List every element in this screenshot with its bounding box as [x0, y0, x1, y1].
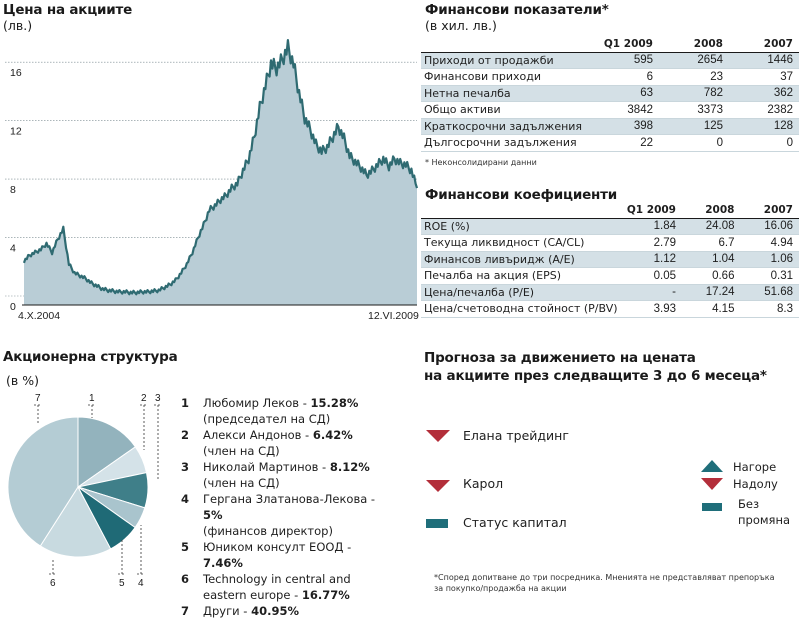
table-row: Цена/счетоводна стойност (P/BV) 3.93 4.1…	[421, 300, 799, 318]
y-tick-label: 4	[10, 243, 16, 255]
no-change-icon	[702, 503, 722, 511]
pie-label-6: 6	[50, 578, 56, 589]
down-arrow-icon	[426, 430, 450, 442]
pie-slice-6	[39, 486, 112, 558]
y-tick-label: 8	[10, 184, 16, 196]
table-row: Дългосрочни задължения 22 0 0	[421, 134, 799, 152]
no-change-icon	[426, 519, 448, 528]
fin-col-2008: 2008	[659, 37, 729, 53]
table-row: Печалба на акция (EPS) 0.05 0.66 0.31	[421, 267, 799, 285]
table-row: Текуща ликвидност (CA/CL) 2.79 6.7 4.94	[421, 234, 799, 252]
list-item: 3 Николай Мартинов - 8.12% (член на СД)	[181, 460, 370, 490]
table-row: Нетна печалба 63 782 362	[421, 85, 799, 102]
broker-status: Статус капитал	[463, 515, 567, 530]
list-item: 2 Алекси Андонов - 6.42% (член на СД)	[181, 428, 353, 458]
price-line	[22, 39, 419, 296]
table-row: Финансови приходи 6 23 37	[421, 68, 799, 86]
x-end-label: 12.VI.2009	[368, 310, 419, 322]
shareholders-title: Акционерна структура	[3, 349, 178, 365]
list-item: 7 Други - 40.95%	[181, 604, 299, 618]
ratios-table: Q1 2009 2008 2007 ROE (%) 1.84 24.08 16.…	[421, 203, 799, 318]
ratios-title: Финансови коефициенти	[425, 187, 618, 203]
fin-col-q1: Q1 2009	[589, 37, 659, 53]
up-arrow-icon	[701, 460, 723, 472]
pie-slice-1	[77, 416, 137, 488]
table-row: Краткосрочни задължения 398 125 128	[421, 118, 799, 135]
price-area	[24, 40, 417, 305]
list-item: 1 Любомир Леков - 15.28% (председател на…	[181, 396, 359, 426]
pie-leader-2	[140, 404, 148, 450]
x-start-label: 4.X.2004	[18, 310, 61, 322]
ratio-col-2007: 2007	[740, 203, 799, 219]
table-row: ROE (%) 1.84 24.08 16.06	[421, 218, 799, 235]
pie-leader-6	[49, 558, 57, 575]
legend-down: Надолу	[733, 477, 778, 491]
pie-label-4: 4	[138, 578, 144, 589]
price-chart-unit: (лв.)	[3, 18, 33, 33]
forecast-footnote-line2: за покупко/продажба на акции	[434, 584, 567, 593]
shareholders-unit: (в %)	[6, 373, 39, 388]
y-tick-label: 12	[10, 126, 22, 138]
financials-unit: (в хил. лв.)	[425, 18, 497, 33]
table-row: Финансов ливъридж (A/E) 1.12 1.04 1.06	[421, 251, 799, 268]
price-chart-title: Цена на акциите	[3, 2, 133, 18]
pie-label-3: 3	[155, 393, 161, 404]
ratio-col-q1: Q1 2009	[623, 203, 682, 219]
shareholder-list: 1 Любомир Леков - 15.28% (председател на…	[181, 395, 381, 619]
legend-up: Нагоре	[733, 460, 777, 474]
y-tick-label: 0	[10, 301, 16, 313]
list-item: 5 Юником консулт ЕООД - 7.46%	[181, 540, 352, 570]
pie-leader-1	[88, 404, 96, 418]
down-arrow-icon	[701, 478, 723, 490]
table-row: Приходи от продажби 595 2654 1446	[421, 52, 799, 69]
financials-title: Финансови показатели*	[425, 2, 609, 18]
forecast-title-line2: на акциите през следващите 3 до 6 месеца…	[424, 368, 767, 384]
legend-flat-line2: промяна	[738, 513, 791, 527]
table-row: Общо активи 3842 3373 2382	[421, 101, 799, 119]
y-tick-label: 16	[10, 67, 22, 79]
list-item: 4 Гергана Златанова-Лекова - 5% (финансо…	[181, 492, 376, 538]
pie-label-7: 7	[35, 393, 41, 404]
broker-karol: Карол	[463, 476, 504, 491]
financials-footnote: * Неконсолидирани данни	[425, 158, 537, 167]
list-item: 6 Technology in central and eastern euro…	[181, 572, 351, 602]
pie-label-2: 2	[141, 393, 147, 404]
forecast-title-line1: Прогноза за движението на цената	[424, 350, 696, 366]
table-row: Цена/печалба (P/E) - 17.24 51.68	[421, 284, 799, 301]
pie-label-5: 5	[119, 578, 125, 589]
pie-leader-7	[34, 404, 42, 424]
pie-leader-3	[154, 404, 162, 480]
pie-slice-7	[7, 416, 79, 547]
broker-elana: Елана трейдинг	[463, 428, 569, 443]
legend-flat-line1: Без	[738, 497, 760, 511]
financials-table: Q1 2009 2008 2007 Приходи от продажби 59…	[421, 37, 799, 152]
pie-label-1: 1	[89, 393, 95, 404]
pie-leader-5	[118, 538, 126, 575]
ratio-col-2008: 2008	[682, 203, 741, 219]
forecast-footnote-line1: *Според допитване до три посредника. Мне…	[434, 573, 775, 582]
price-chart: 0 4 8 12 16	[5, 39, 419, 313]
down-arrow-icon	[426, 480, 450, 492]
pie-leader-4	[137, 525, 145, 575]
fin-col-2007: 2007	[729, 37, 799, 53]
